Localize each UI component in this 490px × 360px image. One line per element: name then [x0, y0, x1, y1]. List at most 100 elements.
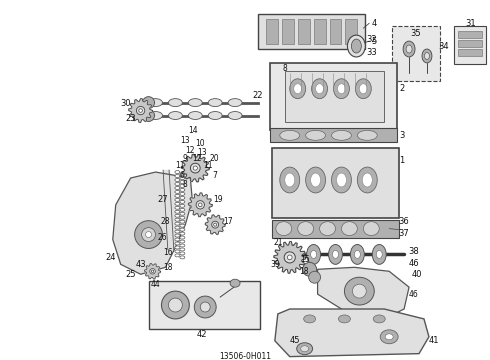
Ellipse shape: [303, 262, 317, 276]
Ellipse shape: [175, 226, 180, 229]
Ellipse shape: [148, 112, 163, 120]
Ellipse shape: [357, 130, 377, 140]
Text: 15: 15: [300, 255, 310, 264]
Ellipse shape: [424, 53, 429, 59]
Text: 22: 22: [253, 91, 263, 100]
Ellipse shape: [175, 246, 180, 249]
Text: 37: 37: [399, 229, 410, 238]
Ellipse shape: [332, 130, 351, 140]
Ellipse shape: [352, 284, 367, 298]
Ellipse shape: [311, 251, 317, 258]
Ellipse shape: [380, 330, 398, 344]
Bar: [392, 26, 440, 81]
Text: 33: 33: [366, 49, 377, 58]
Ellipse shape: [180, 192, 185, 195]
Text: 5: 5: [371, 37, 377, 46]
Ellipse shape: [230, 279, 240, 287]
Text: 20: 20: [209, 154, 219, 163]
Ellipse shape: [406, 45, 412, 53]
Ellipse shape: [180, 244, 185, 247]
Polygon shape: [129, 99, 152, 122]
Ellipse shape: [228, 99, 242, 107]
Ellipse shape: [146, 231, 151, 238]
Text: 12: 12: [193, 154, 202, 163]
Text: 28: 28: [161, 217, 170, 226]
Ellipse shape: [175, 230, 180, 233]
Ellipse shape: [175, 214, 180, 217]
Text: 27: 27: [157, 195, 168, 204]
Bar: [272, 148, 399, 218]
Ellipse shape: [188, 99, 202, 107]
Bar: [148, 281, 260, 329]
Bar: [270, 129, 397, 142]
Text: 24: 24: [105, 253, 116, 262]
Text: 16: 16: [164, 248, 173, 257]
Ellipse shape: [169, 298, 182, 312]
Text: 13: 13: [197, 148, 207, 157]
Bar: [285, 71, 384, 122]
Ellipse shape: [328, 244, 343, 264]
Ellipse shape: [208, 112, 222, 120]
Ellipse shape: [333, 251, 339, 258]
Polygon shape: [274, 242, 306, 273]
Ellipse shape: [385, 334, 393, 340]
Ellipse shape: [180, 180, 185, 184]
Text: 32: 32: [366, 35, 377, 44]
Bar: [270, 63, 397, 130]
Ellipse shape: [175, 222, 180, 225]
Text: 41: 41: [429, 336, 439, 345]
Ellipse shape: [307, 244, 320, 264]
Ellipse shape: [347, 35, 366, 57]
Ellipse shape: [195, 296, 216, 318]
Text: 36: 36: [399, 217, 410, 226]
Ellipse shape: [180, 212, 185, 215]
Ellipse shape: [180, 184, 185, 188]
Text: 17: 17: [223, 217, 233, 226]
Ellipse shape: [175, 183, 180, 185]
Ellipse shape: [175, 234, 180, 237]
Ellipse shape: [362, 173, 372, 187]
Text: 13: 13: [180, 136, 190, 145]
Ellipse shape: [169, 112, 182, 120]
Text: 30: 30: [121, 99, 131, 108]
Ellipse shape: [284, 252, 295, 263]
Bar: [458, 40, 482, 47]
Ellipse shape: [289, 251, 294, 258]
Bar: [266, 19, 278, 44]
Text: 12: 12: [186, 146, 195, 155]
Polygon shape: [318, 267, 409, 319]
Polygon shape: [275, 309, 429, 357]
Polygon shape: [205, 215, 225, 234]
Ellipse shape: [285, 244, 299, 264]
Text: 7: 7: [213, 171, 218, 180]
Text: 25: 25: [125, 270, 136, 279]
Text: 14: 14: [189, 126, 198, 135]
Ellipse shape: [175, 175, 180, 177]
Ellipse shape: [175, 210, 180, 213]
Ellipse shape: [214, 223, 217, 226]
Ellipse shape: [280, 130, 300, 140]
Ellipse shape: [287, 255, 292, 260]
Ellipse shape: [180, 208, 185, 211]
Ellipse shape: [175, 250, 180, 253]
Bar: [329, 19, 342, 44]
Ellipse shape: [180, 201, 185, 203]
Text: 9: 9: [183, 154, 188, 163]
Ellipse shape: [193, 166, 197, 170]
Text: 31: 31: [466, 19, 476, 28]
Text: 35: 35: [411, 29, 421, 38]
Ellipse shape: [175, 186, 180, 189]
Ellipse shape: [312, 79, 327, 99]
Ellipse shape: [297, 343, 313, 355]
Ellipse shape: [319, 222, 336, 235]
Ellipse shape: [342, 222, 357, 235]
Ellipse shape: [136, 106, 145, 115]
Ellipse shape: [301, 346, 309, 352]
Ellipse shape: [304, 315, 316, 323]
Ellipse shape: [403, 41, 415, 57]
Ellipse shape: [180, 176, 185, 180]
Ellipse shape: [294, 84, 302, 94]
Text: 38: 38: [409, 247, 419, 256]
Ellipse shape: [151, 270, 154, 273]
Ellipse shape: [150, 269, 155, 274]
